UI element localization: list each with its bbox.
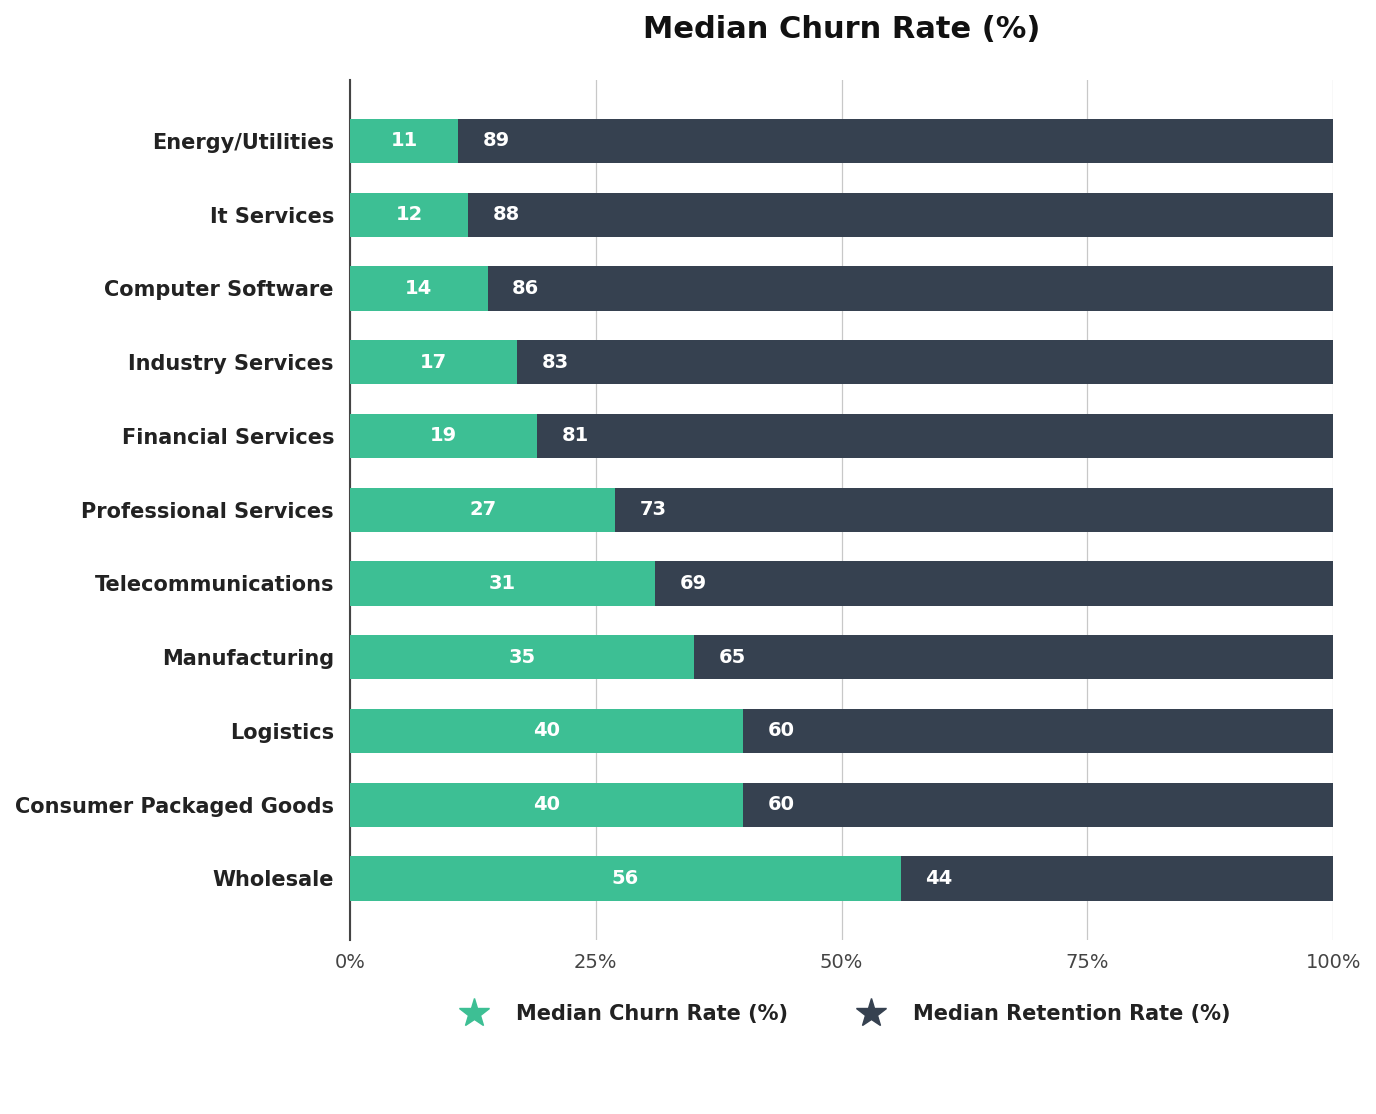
Bar xyxy=(350,119,458,163)
Text: 31: 31 xyxy=(488,574,516,593)
Text: 73: 73 xyxy=(640,500,667,519)
Bar xyxy=(901,857,1333,900)
Bar xyxy=(350,709,743,753)
Text: 65: 65 xyxy=(718,647,746,666)
Bar xyxy=(694,635,1333,680)
Bar xyxy=(350,561,655,606)
Legend: Median Churn Rate (%), Median Retention Rate (%): Median Churn Rate (%), Median Retention … xyxy=(444,996,1238,1033)
Bar xyxy=(655,561,1333,606)
Text: 89: 89 xyxy=(483,131,510,150)
Bar xyxy=(350,488,615,531)
Text: 60: 60 xyxy=(768,795,795,814)
Text: 11: 11 xyxy=(391,131,418,150)
Text: 81: 81 xyxy=(561,427,589,446)
Title: Median Churn Rate (%): Median Churn Rate (%) xyxy=(643,14,1040,43)
Bar xyxy=(458,119,1333,163)
Text: 44: 44 xyxy=(925,869,952,888)
Bar xyxy=(350,193,468,237)
Text: 56: 56 xyxy=(612,869,638,888)
Text: 12: 12 xyxy=(395,205,422,224)
Bar xyxy=(350,857,901,900)
Text: 17: 17 xyxy=(420,353,447,372)
Text: 40: 40 xyxy=(533,722,560,741)
Bar xyxy=(743,782,1333,827)
Bar xyxy=(487,266,1333,311)
Bar xyxy=(517,340,1333,384)
Text: 27: 27 xyxy=(469,500,497,519)
Text: 35: 35 xyxy=(509,647,535,666)
Text: 69: 69 xyxy=(680,574,706,593)
Text: 60: 60 xyxy=(768,722,795,741)
Bar xyxy=(615,488,1333,531)
Bar xyxy=(468,193,1333,237)
Text: 88: 88 xyxy=(493,205,520,224)
Bar xyxy=(537,413,1333,458)
Text: 83: 83 xyxy=(542,353,568,372)
Bar xyxy=(350,782,743,827)
Text: 14: 14 xyxy=(405,278,432,297)
Bar xyxy=(350,635,694,680)
Text: 86: 86 xyxy=(512,278,539,297)
Bar xyxy=(350,413,537,458)
Text: 19: 19 xyxy=(429,427,457,446)
Bar xyxy=(350,340,517,384)
Text: 40: 40 xyxy=(533,795,560,814)
Bar xyxy=(350,266,487,311)
Bar xyxy=(743,709,1333,753)
